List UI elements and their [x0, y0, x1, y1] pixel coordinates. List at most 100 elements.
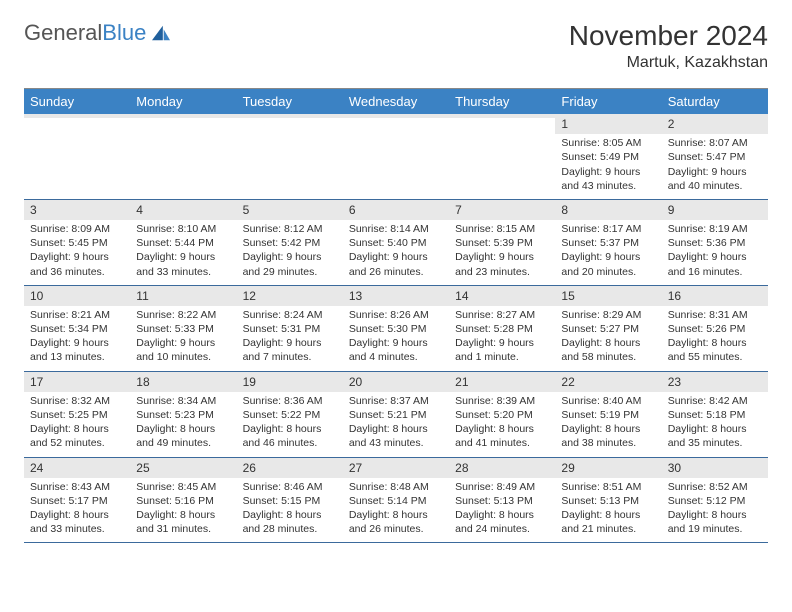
daylight-text: Daylight: 8 hours and 31 minutes.: [136, 508, 230, 536]
daylight-text: Daylight: 8 hours and 21 minutes.: [561, 508, 655, 536]
sunset-text: Sunset: 5:21 PM: [349, 408, 443, 422]
sunset-text: Sunset: 5:19 PM: [561, 408, 655, 422]
day-number: 29: [555, 458, 661, 478]
sunset-text: Sunset: 5:15 PM: [243, 494, 337, 508]
daylight-text: Daylight: 8 hours and 46 minutes.: [243, 422, 337, 450]
sunset-text: Sunset: 5:17 PM: [30, 494, 124, 508]
day-body: [24, 118, 130, 180]
day-cell: 23Sunrise: 8:42 AMSunset: 5:18 PMDayligh…: [662, 372, 768, 457]
day-number: 1: [555, 114, 661, 134]
week-row: 1Sunrise: 8:05 AMSunset: 5:49 PMDaylight…: [24, 114, 768, 200]
day-cell: 30Sunrise: 8:52 AMSunset: 5:12 PMDayligh…: [662, 458, 768, 543]
week-row: 3Sunrise: 8:09 AMSunset: 5:45 PMDaylight…: [24, 200, 768, 286]
logo-part1: General: [24, 20, 102, 45]
day-cell: 10Sunrise: 8:21 AMSunset: 5:34 PMDayligh…: [24, 286, 130, 371]
daylight-text: Daylight: 9 hours and 26 minutes.: [349, 250, 443, 278]
sunrise-text: Sunrise: 8:51 AM: [561, 480, 655, 494]
sunset-text: Sunset: 5:49 PM: [561, 150, 655, 164]
day-body: Sunrise: 8:45 AMSunset: 5:16 PMDaylight:…: [130, 478, 236, 543]
day-cell: 20Sunrise: 8:37 AMSunset: 5:21 PMDayligh…: [343, 372, 449, 457]
sunrise-text: Sunrise: 8:32 AM: [30, 394, 124, 408]
daylight-text: Daylight: 9 hours and 1 minute.: [455, 336, 549, 364]
day-cell: 8Sunrise: 8:17 AMSunset: 5:37 PMDaylight…: [555, 200, 661, 285]
day-cell: [237, 114, 343, 199]
daylight-text: Daylight: 9 hours and 40 minutes.: [668, 165, 762, 193]
day-number: 28: [449, 458, 555, 478]
day-cell: 14Sunrise: 8:27 AMSunset: 5:28 PMDayligh…: [449, 286, 555, 371]
day-cell: 26Sunrise: 8:46 AMSunset: 5:15 PMDayligh…: [237, 458, 343, 543]
day-cell: 13Sunrise: 8:26 AMSunset: 5:30 PMDayligh…: [343, 286, 449, 371]
sunset-text: Sunset: 5:16 PM: [136, 494, 230, 508]
day-body: Sunrise: 8:15 AMSunset: 5:39 PMDaylight:…: [449, 220, 555, 285]
daylight-text: Daylight: 9 hours and 16 minutes.: [668, 250, 762, 278]
day-cell: 6Sunrise: 8:14 AMSunset: 5:40 PMDaylight…: [343, 200, 449, 285]
daylight-text: Daylight: 8 hours and 24 minutes.: [455, 508, 549, 536]
day-header-mon: Monday: [130, 89, 236, 114]
sunrise-text: Sunrise: 8:14 AM: [349, 222, 443, 236]
daylight-text: Daylight: 8 hours and 26 minutes.: [349, 508, 443, 536]
day-cell: 29Sunrise: 8:51 AMSunset: 5:13 PMDayligh…: [555, 458, 661, 543]
sunrise-text: Sunrise: 8:34 AM: [136, 394, 230, 408]
daylight-text: Daylight: 8 hours and 19 minutes.: [668, 508, 762, 536]
day-body: Sunrise: 8:42 AMSunset: 5:18 PMDaylight:…: [662, 392, 768, 457]
daylight-text: Daylight: 8 hours and 41 minutes.: [455, 422, 549, 450]
day-body: [237, 118, 343, 180]
sunrise-text: Sunrise: 8:31 AM: [668, 308, 762, 322]
sunset-text: Sunset: 5:18 PM: [668, 408, 762, 422]
day-body: Sunrise: 8:14 AMSunset: 5:40 PMDaylight:…: [343, 220, 449, 285]
day-body: Sunrise: 8:37 AMSunset: 5:21 PMDaylight:…: [343, 392, 449, 457]
day-body: Sunrise: 8:21 AMSunset: 5:34 PMDaylight:…: [24, 306, 130, 371]
day-cell: 11Sunrise: 8:22 AMSunset: 5:33 PMDayligh…: [130, 286, 236, 371]
day-number: 16: [662, 286, 768, 306]
daylight-text: Daylight: 8 hours and 52 minutes.: [30, 422, 124, 450]
day-number: 19: [237, 372, 343, 392]
day-body: Sunrise: 8:43 AMSunset: 5:17 PMDaylight:…: [24, 478, 130, 543]
day-cell: [343, 114, 449, 199]
sunrise-text: Sunrise: 8:43 AM: [30, 480, 124, 494]
daylight-text: Daylight: 9 hours and 10 minutes.: [136, 336, 230, 364]
day-cell: [449, 114, 555, 199]
sunrise-text: Sunrise: 8:36 AM: [243, 394, 337, 408]
sunset-text: Sunset: 5:26 PM: [668, 322, 762, 336]
day-header-thu: Thursday: [449, 89, 555, 114]
sunrise-text: Sunrise: 8:29 AM: [561, 308, 655, 322]
day-cell: 22Sunrise: 8:40 AMSunset: 5:19 PMDayligh…: [555, 372, 661, 457]
day-number: 7: [449, 200, 555, 220]
sunrise-text: Sunrise: 8:24 AM: [243, 308, 337, 322]
day-number: 15: [555, 286, 661, 306]
sunset-text: Sunset: 5:23 PM: [136, 408, 230, 422]
day-cell: 2Sunrise: 8:07 AMSunset: 5:47 PMDaylight…: [662, 114, 768, 199]
daylight-text: Daylight: 8 hours and 58 minutes.: [561, 336, 655, 364]
day-body: Sunrise: 8:40 AMSunset: 5:19 PMDaylight:…: [555, 392, 661, 457]
logo-text: GeneralBlue: [24, 20, 146, 46]
day-body: [449, 118, 555, 180]
day-cell: [130, 114, 236, 199]
day-body: Sunrise: 8:07 AMSunset: 5:47 PMDaylight:…: [662, 134, 768, 199]
day-header-tue: Tuesday: [237, 89, 343, 114]
day-number: 8: [555, 200, 661, 220]
day-cell: 5Sunrise: 8:12 AMSunset: 5:42 PMDaylight…: [237, 200, 343, 285]
day-cell: 28Sunrise: 8:49 AMSunset: 5:13 PMDayligh…: [449, 458, 555, 543]
sunrise-text: Sunrise: 8:15 AM: [455, 222, 549, 236]
sunset-text: Sunset: 5:30 PM: [349, 322, 443, 336]
day-body: [343, 118, 449, 180]
sunset-text: Sunset: 5:20 PM: [455, 408, 549, 422]
sunset-text: Sunset: 5:12 PM: [668, 494, 762, 508]
day-number: 25: [130, 458, 236, 478]
day-number: 2: [662, 114, 768, 134]
sunrise-text: Sunrise: 8:39 AM: [455, 394, 549, 408]
day-body: Sunrise: 8:34 AMSunset: 5:23 PMDaylight:…: [130, 392, 236, 457]
sunset-text: Sunset: 5:25 PM: [30, 408, 124, 422]
weeks-container: 1Sunrise: 8:05 AMSunset: 5:49 PMDaylight…: [24, 114, 768, 543]
day-body: Sunrise: 8:48 AMSunset: 5:14 PMDaylight:…: [343, 478, 449, 543]
sunrise-text: Sunrise: 8:46 AM: [243, 480, 337, 494]
day-cell: 1Sunrise: 8:05 AMSunset: 5:49 PMDaylight…: [555, 114, 661, 199]
daylight-text: Daylight: 8 hours and 43 minutes.: [349, 422, 443, 450]
day-cell: 16Sunrise: 8:31 AMSunset: 5:26 PMDayligh…: [662, 286, 768, 371]
sunset-text: Sunset: 5:40 PM: [349, 236, 443, 250]
day-number: 18: [130, 372, 236, 392]
day-number: 14: [449, 286, 555, 306]
daylight-text: Daylight: 8 hours and 33 minutes.: [30, 508, 124, 536]
sunrise-text: Sunrise: 8:45 AM: [136, 480, 230, 494]
daylight-text: Daylight: 8 hours and 28 minutes.: [243, 508, 337, 536]
